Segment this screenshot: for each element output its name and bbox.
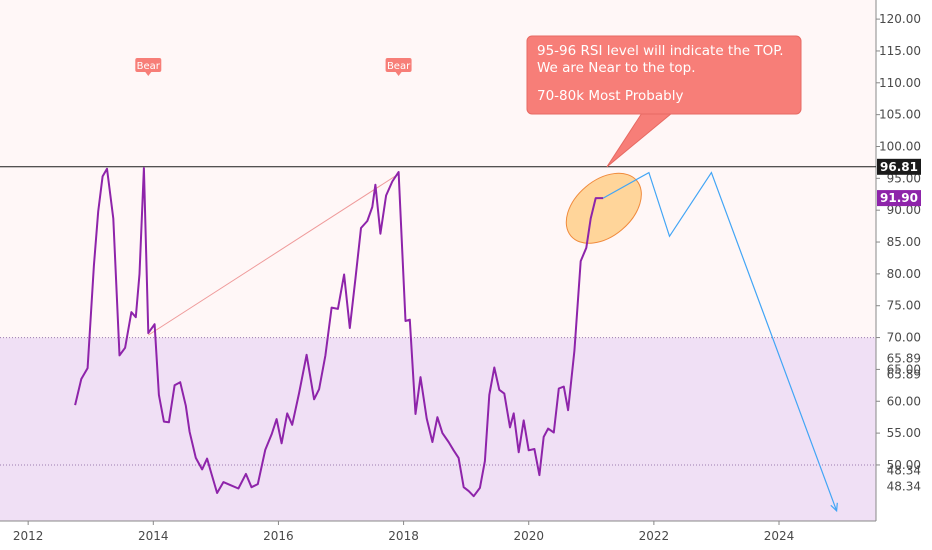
bear-label-pointer (395, 72, 402, 76)
current-value-badge-text: 91.90 (880, 191, 918, 205)
side-price-label: 65.89 (887, 368, 921, 382)
x-axis-panel (0, 521, 932, 550)
annotation-callout: 95-96 RSI level will indicate the TOP.We… (526, 35, 802, 168)
bear-label-text: Bear (137, 61, 161, 72)
y-tick-label: 55.00 (887, 426, 921, 440)
callout-box (526, 35, 802, 115)
side-price-label: 48.34 (887, 464, 921, 478)
rsi-band (0, 337, 876, 521)
top-value-badge (877, 158, 921, 175)
y-tick-label: 110.00 (879, 76, 921, 90)
y-tick-label: 95.00 (887, 171, 921, 185)
bear-label-box (135, 58, 162, 72)
y-tick-label: 100.00 (879, 139, 921, 153)
y-tick-label: 80.00 (887, 267, 921, 281)
y-tick-label: 50.00 (887, 458, 921, 472)
y-tick-label: 85.00 (887, 235, 921, 249)
y-tick-label: 90.00 (887, 203, 921, 217)
bear-divergence-line (148, 173, 399, 336)
y-tick-label: 105.00 (879, 108, 921, 122)
y-axis-panel (876, 0, 932, 550)
side-price-label: 65.89 (887, 352, 921, 366)
x-tick-label: 2012 (13, 529, 44, 543)
rsi-series-line (74, 167, 604, 498)
y-axis-ticks: 120.00 115.00 110.00 105.00 100.00 95.00 90.00… (876, 12, 921, 472)
callout-line: We are Near to the top. (537, 60, 696, 76)
bear-label-pointer (145, 72, 152, 76)
value-badges: 96.81 91.90 (877, 158, 921, 207)
x-tick-label: 2014 (138, 529, 169, 543)
top-value-badge-text: 96.81 (880, 160, 918, 174)
y-tick-label: 70.00 (887, 331, 921, 345)
projection-arrow-head (830, 502, 838, 513)
y-tick-label: 65.00 (887, 362, 921, 376)
callout-line: 70-80k Most Probably (537, 88, 683, 104)
x-tick-label: 2022 (639, 529, 670, 543)
bear-label-box (385, 58, 412, 72)
y-tick-label: 60.00 (887, 394, 921, 408)
x-tick-label: 2024 (764, 529, 795, 543)
bear-labels: Bear Bear (135, 58, 412, 76)
x-axis-ticks: 2012 2014 2016 2018 2020 2022 2024 (13, 521, 794, 543)
y-tick-label: 115.00 (879, 44, 921, 58)
current-value-badge (877, 190, 921, 207)
projection-line (602, 171, 838, 512)
callout-line: 95-96 RSI level will indicate the TOP. (537, 43, 784, 59)
side-price-label: 48.34 (887, 480, 921, 494)
y-tick-label: 75.00 (887, 299, 921, 313)
x-tick-label: 2016 (263, 529, 294, 543)
y-tick-label: 120.00 (879, 12, 921, 26)
bear-label-text: Bear (387, 61, 411, 72)
x-tick-label: 2018 (388, 529, 419, 543)
side-price-labels: 65.89 65.89 48.34 48.34 (887, 352, 921, 494)
top-highlight-ellipse (565, 172, 642, 244)
x-tick-label: 2020 (513, 529, 544, 543)
